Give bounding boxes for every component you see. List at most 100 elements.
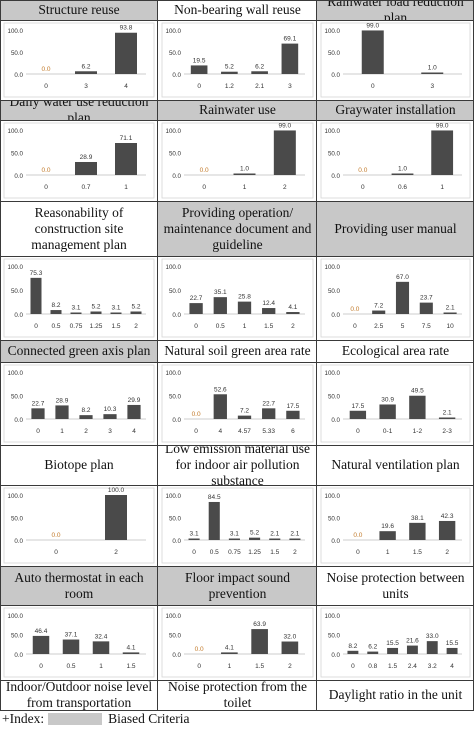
x-tick-label: 0	[197, 663, 201, 670]
bar	[251, 71, 268, 74]
bar	[75, 161, 97, 175]
y-tick-label: 0.0	[331, 652, 340, 659]
bar-chart: 100.0 50.0 0.0 0.0 0 1.0 1 99.0 2	[158, 120, 317, 201]
table-gridline	[0, 0, 1, 710]
y-tick-label: 50.0	[169, 50, 182, 57]
data-label: 19.5	[193, 57, 206, 64]
y-tick-label: 100.0	[8, 493, 24, 500]
chart-title: Noise protection between units	[326, 569, 465, 601]
bar	[438, 417, 456, 419]
y-tick-label: 100.0	[166, 613, 182, 620]
data-label: 3.1	[190, 531, 199, 538]
chart-title: Floor impact sound prevention	[158, 566, 317, 605]
x-tick-label: 2	[445, 549, 449, 556]
data-label: 0.0	[195, 646, 204, 653]
bar	[115, 32, 137, 74]
data-label: 84.5	[208, 494, 221, 501]
x-tick-label: 2.4	[408, 663, 417, 670]
bar-chart-svg: 100.0 50.0 0.0 19.5 0 5.2 1.2 6.2 2.1 69.1 3	[161, 22, 314, 98]
x-tick-label: 1	[243, 323, 247, 330]
x-tick-label: 0.75	[70, 323, 83, 330]
x-tick-label: 2-3	[442, 428, 452, 435]
bar	[189, 303, 203, 314]
table-gridline	[0, 445, 474, 446]
y-tick-label: 0.0	[14, 312, 23, 319]
bar	[281, 641, 299, 654]
bar	[55, 405, 69, 419]
y-tick-label: 100.0	[325, 370, 341, 377]
bar-chart-svg: 100.0 50.0 0.0 0.0 0 1.0 1 99.0 2	[161, 122, 314, 199]
bar	[391, 173, 414, 175]
y-tick-label: 50.0	[11, 394, 24, 401]
x-tick-label: 0.5	[66, 663, 75, 670]
data-label: 71.1	[120, 135, 133, 142]
data-label: 0.0	[51, 532, 60, 539]
data-label: 2.1	[290, 531, 299, 538]
x-tick-label: 1.5	[264, 323, 273, 330]
x-tick-label: 0	[353, 323, 357, 330]
table-gridline	[0, 100, 474, 101]
x-tick-label: 5	[401, 323, 405, 330]
bar	[446, 647, 458, 654]
bar	[426, 641, 438, 654]
data-label: 4.1	[126, 644, 135, 651]
data-label: 7.2	[374, 303, 383, 310]
data-label: 6.2	[255, 63, 264, 70]
bar-chart: 100.0 50.0 0.0 8.2 0 6.2 0.8 15.5 1.5 21.6 2.4 33.0…	[317, 605, 474, 680]
bar-chart-svg: 100.0 50.0 0.0 0.0 0 7.2 2.5 67.0 5 23.7 7.5 2.1 10	[320, 258, 471, 338]
table-gridline	[0, 710, 474, 711]
bar	[409, 522, 426, 540]
x-tick-label: 3	[84, 83, 88, 90]
bar-chart: 100.0 50.0 0.0 19.5 0 5.2 1.2 6.2 2.1 69.1 3	[158, 20, 317, 100]
data-label: 5.2	[91, 304, 100, 311]
x-tick-label: 0	[44, 184, 48, 191]
table-gridline	[0, 120, 474, 121]
y-tick-label: 50.0	[328, 50, 341, 57]
chart-title: Graywater installation	[317, 100, 474, 120]
y-tick-label: 100.0	[166, 28, 182, 35]
x-tick-label: 2.1	[255, 83, 264, 90]
data-label: 33.0	[426, 633, 439, 640]
y-tick-label: 50.0	[11, 633, 24, 640]
bar-chart: 100.0 50.0 0.0 22.7 0 35.1 0.5 25.8 1 12.4 1.5 4.1 2	[158, 256, 317, 340]
bar	[110, 312, 122, 314]
data-label: 22.7	[190, 295, 203, 302]
bar-chart-svg: 100.0 50.0 0.0 75.3 0 8.2 0.5 3.1 0.75 5.2 1.25 3.1…	[3, 258, 155, 338]
bar-chart: 100.0 50.0 0.0 0.0 0 100.0 2	[0, 485, 158, 566]
x-tick-label: 4	[450, 663, 454, 670]
data-label: 0.0	[358, 167, 367, 174]
y-tick-label: 50.0	[328, 151, 341, 158]
y-tick-label: 50.0	[11, 50, 24, 57]
bar	[372, 310, 386, 314]
bar	[62, 639, 80, 654]
x-tick-label: 0	[192, 549, 196, 556]
table-gridline	[0, 0, 474, 1]
bar-chart-svg: 100.0 50.0 0.0 0.0 0 100.0 2	[3, 487, 155, 564]
x-tick-label: 0	[54, 549, 58, 556]
legend-prefix: +Index:	[2, 711, 45, 726]
x-tick-label: 10	[446, 323, 454, 330]
bar-chart-svg: 100.0 50.0 0.0 0.0 0 1.0 0.6 99.0 1	[320, 122, 471, 199]
x-tick-label: 2	[84, 428, 88, 435]
bar-chart-svg: 100.0 50.0 0.0 0.0 0 4.1 1 63.9 1.5 32.0 2	[161, 607, 314, 678]
y-tick-label: 50.0	[11, 288, 24, 295]
chart-title: Auto thermostat in each room	[0, 566, 158, 605]
bar-chart: 100.0 50.0 0.0 0.0 0 7.2 2.5 67.0 5 23.7 7.5 2.1 10	[317, 256, 474, 340]
bar-chart-svg: 100.0 50.0 0.0 99.0 0 1.0 3	[320, 22, 471, 98]
chart-title: Low emission material use for indoor air…	[164, 445, 311, 485]
bar	[367, 651, 379, 654]
legend-note: +Index: Biased Criteria	[2, 710, 189, 728]
bar	[251, 629, 268, 654]
x-tick-label: 3	[108, 428, 112, 435]
bar	[79, 415, 93, 419]
bar	[233, 173, 256, 175]
y-tick-label: 0.0	[331, 173, 340, 180]
plot-frame	[3, 364, 155, 443]
bar	[221, 71, 238, 74]
plot-frame	[161, 364, 314, 443]
data-label: 0.0	[192, 411, 201, 418]
data-label: 4.1	[225, 644, 234, 651]
y-tick-label: 50.0	[328, 394, 341, 401]
x-tick-label: 1	[99, 663, 103, 670]
